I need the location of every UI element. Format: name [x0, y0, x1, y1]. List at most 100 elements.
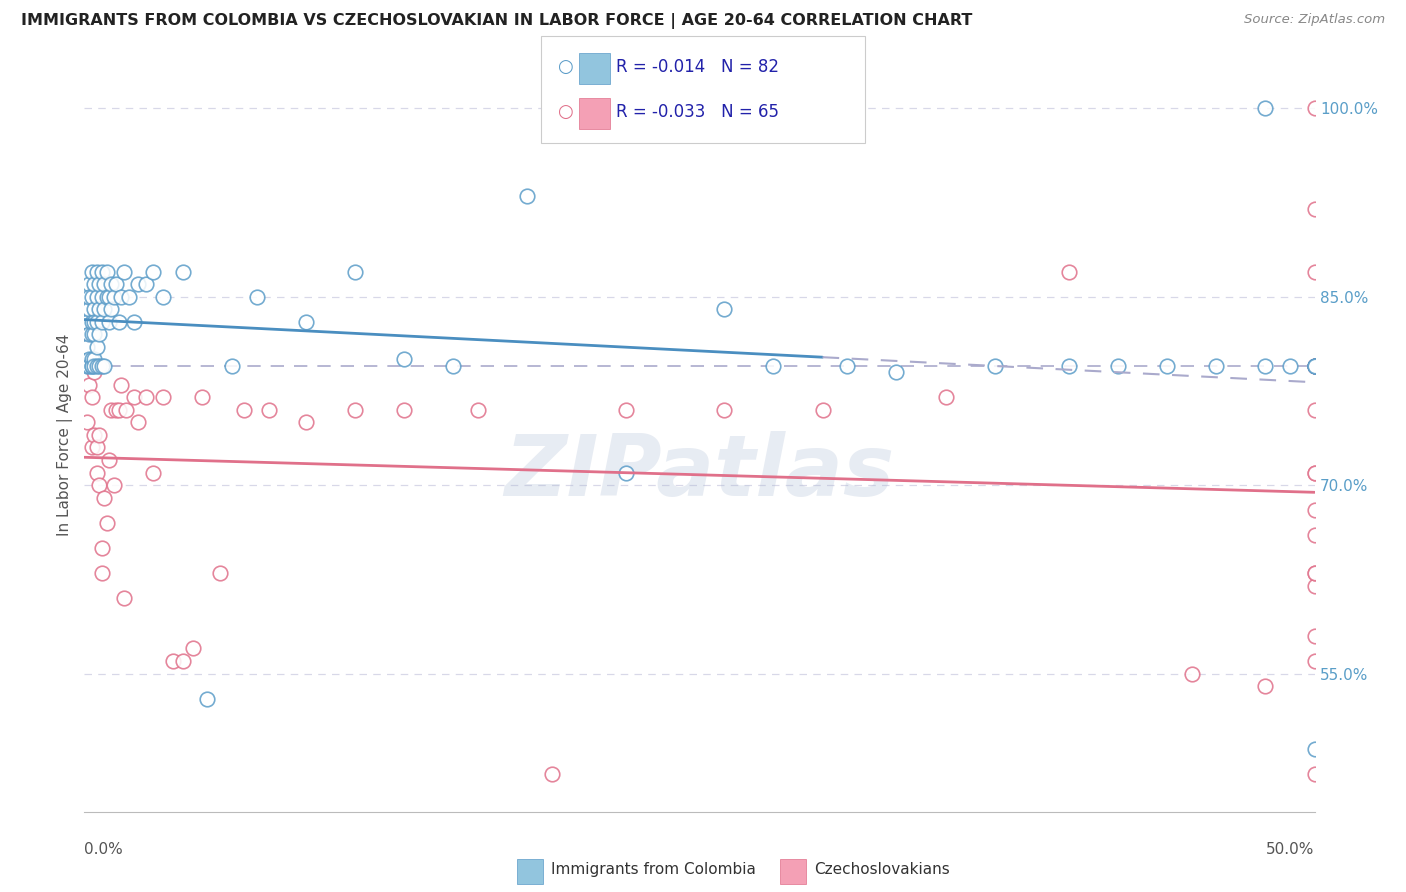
Point [89, 478, 111, 492]
Point [172, 654, 194, 668]
Point [90, 566, 112, 580]
Point [208, 566, 231, 580]
Text: Source: ZipAtlas.com: Source: ZipAtlas.com [1244, 13, 1385, 27]
Point [79, 359, 101, 373]
Point [142, 466, 165, 480]
Point [162, 654, 184, 668]
Point [76, 415, 98, 429]
Point [181, 641, 204, 656]
Point [100, 302, 122, 317]
Point [79, 327, 101, 342]
Point [295, 415, 318, 429]
Point [89, 327, 111, 342]
Point [86, 290, 108, 304]
Y-axis label: In Labor Force | Age 20-64: In Labor Force | Age 20-64 [58, 334, 73, 536]
Point [76, 315, 98, 329]
Point [1303, 566, 1326, 580]
Text: IMMIGRANTS FROM COLOMBIA VS CZECHOSLOVAKIAN IN LABOR FORCE | AGE 20-64 CORRELATI: IMMIGRANTS FROM COLOMBIA VS CZECHOSLOVAK… [21, 13, 973, 29]
Text: ○: ○ [557, 58, 574, 76]
Point [122, 315, 145, 329]
Point [516, 189, 538, 203]
Point [1303, 359, 1326, 373]
Point [86, 466, 108, 480]
Point [1303, 359, 1326, 373]
Point [614, 466, 637, 480]
Text: Immigrants from Colombia: Immigrants from Colombia [551, 863, 756, 877]
Point [103, 478, 125, 492]
Point [1303, 202, 1326, 216]
Point [103, 290, 125, 304]
Point [344, 264, 367, 278]
Point [83, 327, 105, 342]
Point [100, 402, 122, 417]
Point [1181, 666, 1204, 681]
Point [98, 315, 121, 329]
Point [1303, 742, 1326, 756]
Text: ZIPatlas: ZIPatlas [505, 431, 894, 514]
Point [79, 352, 101, 367]
Point [1303, 566, 1326, 580]
Point [76, 359, 98, 373]
Point [142, 264, 165, 278]
Point [1205, 359, 1227, 373]
Point [112, 591, 135, 606]
Point [467, 402, 489, 417]
Point [1303, 359, 1326, 373]
Text: R = -0.014   N = 82: R = -0.014 N = 82 [616, 58, 779, 76]
Point [112, 264, 135, 278]
Point [86, 264, 108, 278]
Point [90, 541, 112, 555]
Point [89, 277, 111, 291]
Point [1107, 359, 1129, 373]
Point [837, 359, 859, 373]
Point [1057, 359, 1080, 373]
Text: 0.0%: 0.0% [84, 842, 124, 857]
Point [105, 402, 128, 417]
Point [80, 359, 103, 373]
Point [1303, 359, 1326, 373]
Point [443, 359, 465, 373]
Point [80, 352, 103, 367]
Point [115, 402, 138, 417]
Point [1303, 855, 1326, 869]
Point [614, 402, 637, 417]
Point [122, 390, 145, 404]
Point [1303, 466, 1326, 480]
Point [1303, 359, 1326, 373]
Point [152, 390, 174, 404]
Text: Czechoslovakians: Czechoslovakians [814, 863, 950, 877]
Point [86, 315, 108, 329]
Point [83, 428, 105, 442]
Point [1303, 359, 1326, 373]
Point [1303, 528, 1326, 542]
Point [90, 315, 112, 329]
Point [128, 277, 150, 291]
Point [394, 402, 416, 417]
Point [79, 302, 101, 317]
Point [1303, 466, 1326, 480]
Point [80, 264, 103, 278]
Point [89, 359, 111, 373]
Point [76, 340, 98, 354]
Point [1303, 359, 1326, 373]
Point [1303, 101, 1326, 115]
Point [713, 302, 735, 317]
Point [128, 415, 150, 429]
Point [90, 290, 112, 304]
Point [93, 302, 115, 317]
Point [89, 302, 111, 317]
Point [108, 315, 131, 329]
Point [1303, 654, 1326, 668]
Point [221, 359, 243, 373]
Point [152, 290, 174, 304]
Point [1057, 264, 1080, 278]
Point [96, 264, 118, 278]
Point [83, 315, 105, 329]
Point [80, 441, 103, 455]
Point [1303, 578, 1326, 592]
Point [98, 290, 121, 304]
Point [89, 428, 111, 442]
Point [135, 390, 157, 404]
Point [1254, 679, 1277, 693]
Point [135, 277, 157, 291]
